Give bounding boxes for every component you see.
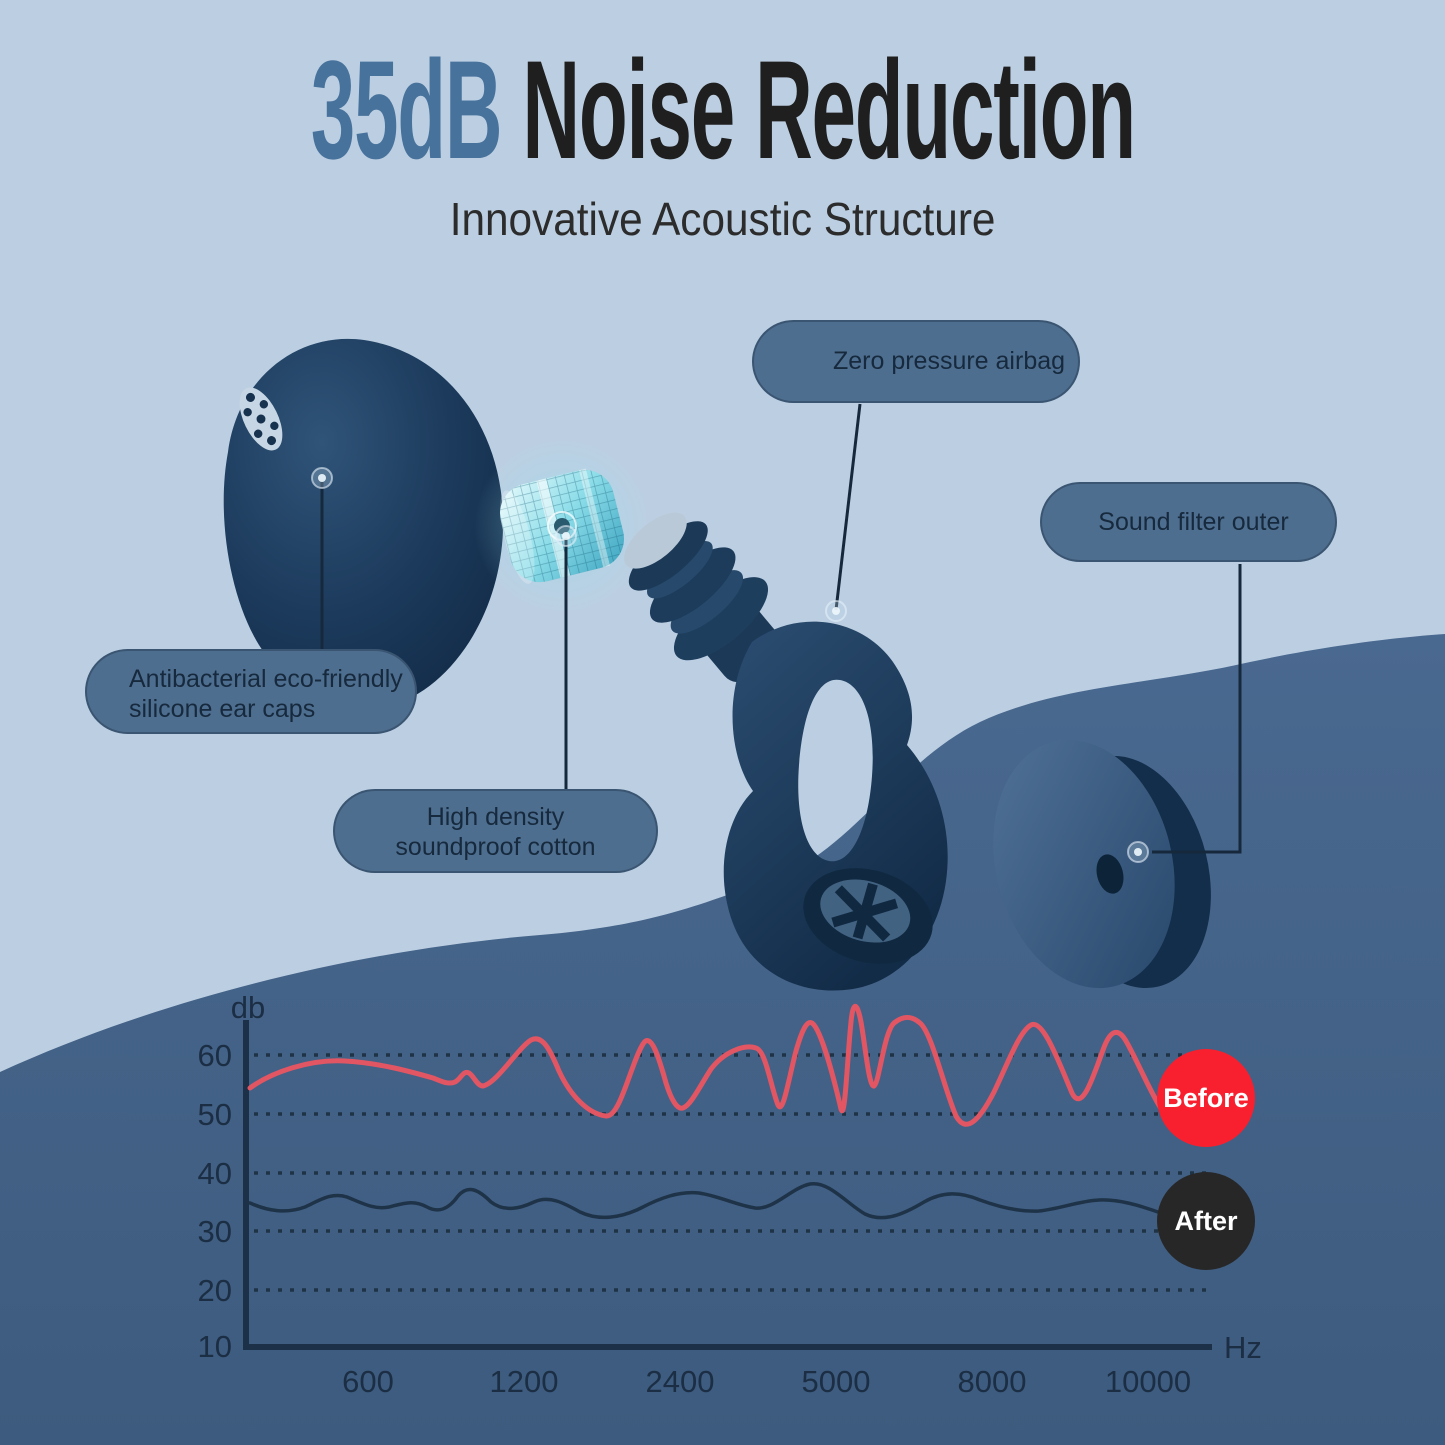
page-title: 35dB Noise Reduction xyxy=(0,40,1445,180)
callout-sound-filter-outer: Sound filter outer xyxy=(1040,482,1337,562)
hook-vent-wheel xyxy=(803,868,933,964)
legend-after-label: After xyxy=(1174,1206,1237,1236)
y-tick-20: 20 xyxy=(198,1273,232,1308)
x-tick-8000: 8000 xyxy=(958,1364,1027,1399)
connector-attach-dots xyxy=(311,467,1149,863)
x-tick-600: 600 xyxy=(342,1364,394,1399)
sound-filter-disc xyxy=(993,739,1211,989)
callout-label-line1: High density xyxy=(426,803,565,831)
y-tick-10: 10 xyxy=(198,1329,232,1364)
x-tick-2400: 2400 xyxy=(646,1364,715,1399)
legend-before-label: Before xyxy=(1163,1083,1249,1113)
x-tick-10000: 10000 xyxy=(1105,1364,1191,1399)
x-axis-unit-label: Hz xyxy=(1224,1330,1262,1365)
y-tick-50: 50 xyxy=(198,1097,232,1132)
legend-before-badge xyxy=(1157,1049,1255,1147)
title-db-value: 35dB xyxy=(310,31,503,188)
x-tick-1200: 1200 xyxy=(490,1364,559,1399)
y-tick-60: 60 xyxy=(198,1038,232,1073)
page-subtitle: Innovative Acoustic Structure xyxy=(449,193,996,245)
callout-label: Sound filter outer xyxy=(1098,507,1289,536)
after-series-line xyxy=(248,1182,1160,1220)
callout-zero-pressure-airbag: Zero pressure airbag xyxy=(752,320,1080,403)
before-series-line xyxy=(247,1003,1165,1127)
legend-after-badge xyxy=(1157,1172,1255,1270)
callout-silicone-ear-caps: Antibacterial eco-friendly silicone ear … xyxy=(85,649,417,734)
callout-label-line1: Antibacterial eco-friendly xyxy=(129,665,403,693)
header: 35dB Noise Reduction Innovative Acoustic… xyxy=(0,40,1445,246)
y-tick-30: 30 xyxy=(198,1214,232,1249)
ear-cap-grille-icon xyxy=(239,387,283,451)
y-tick-40: 40 xyxy=(198,1156,232,1191)
callout-connector-lines xyxy=(320,403,1242,854)
y-axis-unit-label: db xyxy=(231,990,265,1025)
title-text: Noise Reduction xyxy=(501,31,1136,188)
dotted-gridlines xyxy=(254,1053,1206,1292)
x-tick-5000: 5000 xyxy=(802,1364,871,1399)
callout-label-line2: silicone ear caps xyxy=(129,694,316,723)
callout-soundproof-cotton: High density soundproof cotton xyxy=(333,789,658,873)
earplug-body xyxy=(624,512,948,991)
silicone-ear-cap xyxy=(223,338,504,709)
callout-label-line2: soundproof cotton xyxy=(395,832,596,861)
callout-label: Zero pressure airbag xyxy=(832,347,1066,375)
